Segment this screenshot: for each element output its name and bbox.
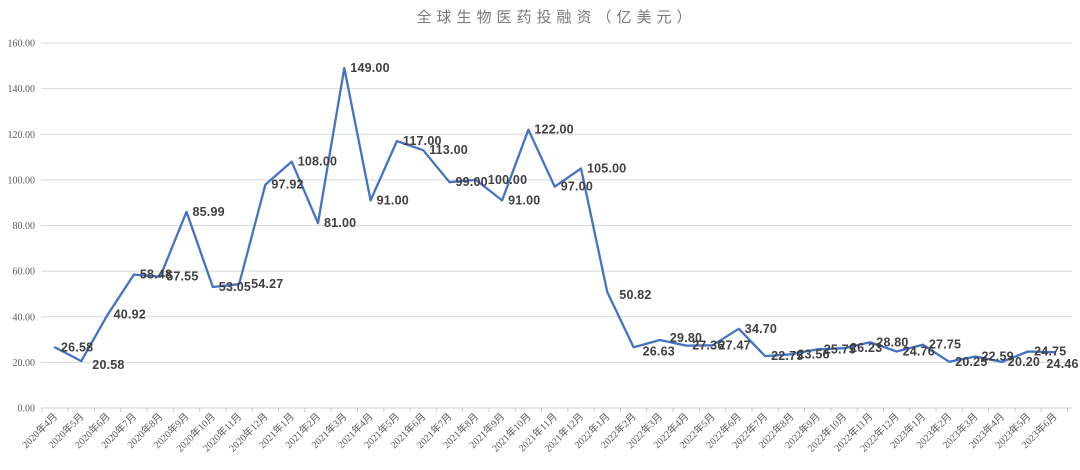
- y-axis-label: 40.00: [13, 312, 36, 323]
- data-label: 26.63: [643, 344, 675, 358]
- y-axis-label: 0.00: [18, 404, 36, 415]
- data-label: 117.00: [403, 134, 442, 148]
- data-label: 29.80: [670, 331, 702, 345]
- data-label: 91.00: [377, 193, 409, 207]
- data-label: 81.00: [324, 216, 356, 230]
- data-label: 53.05: [219, 280, 251, 294]
- data-label: 91.00: [508, 193, 540, 207]
- data-label: 85.99: [193, 205, 225, 219]
- data-label: 27.75: [929, 338, 961, 352]
- data-label: 20.58: [92, 358, 124, 372]
- data-label: 28.80: [876, 335, 908, 349]
- y-axis-label: 60.00: [13, 267, 36, 278]
- data-label: 34.70: [745, 322, 777, 336]
- y-axis-label: 80.00: [13, 221, 36, 232]
- chart-title: 全球生物医药投融资（亿美元）: [416, 10, 697, 26]
- data-label: 27.47: [719, 338, 751, 352]
- y-axis-label: 140.00: [8, 84, 36, 95]
- y-axis-label: 20.00: [13, 358, 36, 369]
- data-label: 108.00: [298, 155, 337, 169]
- y-axis-label: 120.00: [8, 130, 36, 141]
- series-line: [53, 66, 1056, 364]
- data-label: 58.48: [140, 268, 172, 282]
- data-label: 57.55: [166, 270, 198, 284]
- data-label: 23.56: [797, 347, 829, 361]
- data-label: 99.00: [456, 175, 488, 189]
- data-label: 24.76: [903, 345, 935, 359]
- y-axis-label: 160.00: [8, 39, 36, 50]
- data-label: 100.00: [488, 173, 527, 187]
- data-label: 20.25: [955, 355, 987, 369]
- data-label: 97.00: [561, 180, 593, 194]
- data-label: 22.59: [982, 349, 1014, 363]
- data-label: 54.27: [251, 277, 283, 291]
- y-axis-label: 100.00: [8, 175, 36, 186]
- data-label: 50.82: [619, 288, 651, 302]
- data-label: 24.75: [1034, 345, 1066, 359]
- data-label: 26.23: [850, 341, 882, 355]
- data-label: 20.20: [1008, 355, 1040, 369]
- data-label: 149.00: [350, 61, 389, 75]
- data-label: 97.92: [271, 178, 303, 192]
- data-label: 40.92: [114, 308, 146, 322]
- data-label: 27.36: [692, 339, 724, 353]
- data-label: 24.46: [1046, 357, 1078, 371]
- data-label: 26.58: [61, 340, 93, 354]
- data-label: 105.00: [587, 161, 626, 175]
- data-label: 22.75: [771, 349, 803, 363]
- data-label: 122.00: [534, 123, 573, 137]
- data-label: 25.75: [824, 342, 856, 356]
- data-label: 113.00: [429, 143, 468, 157]
